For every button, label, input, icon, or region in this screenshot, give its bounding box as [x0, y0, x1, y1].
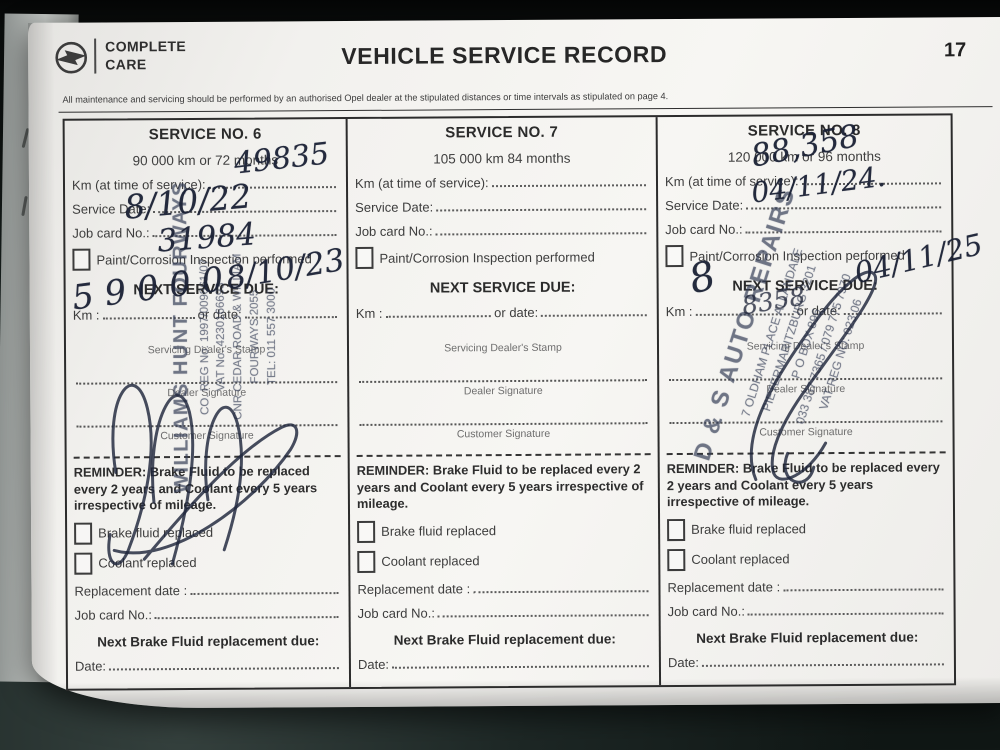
field-label: Km : — [665, 303, 693, 320]
next-brake-heading: Next Brake Fluid replacement due: — [97, 633, 320, 650]
job-card-field: Job card No.: — [75, 606, 342, 623]
checkbox-label: Coolant replaced — [381, 553, 480, 570]
disclaimer-text: All maintenance and servicing should be … — [62, 91, 669, 105]
paint-inspection-row: Paint/Corrosion Inspection performed — [355, 245, 649, 269]
dotted-leader — [783, 588, 944, 592]
dealer-signature-label: Dealer Signature — [463, 384, 543, 398]
paint-inspection-checkbox — [72, 248, 91, 271]
dotted-leader — [435, 232, 647, 236]
paint-inspection-checkbox — [665, 244, 684, 268]
coolant-row: Coolant replaced — [357, 549, 651, 573]
checkbox-label: Brake fluid replaced — [381, 523, 497, 540]
field-label: Date: — [74, 658, 107, 674]
checkbox-label: Paint/Corrosion Inspection performed — [379, 249, 595, 266]
dotted-leader — [541, 314, 647, 317]
field-label: Date: — [667, 654, 700, 670]
customer-signature-line — [359, 422, 648, 426]
coolant-checkbox — [357, 550, 376, 573]
dealer-stamp-label: Servicing Dealer's Stamp — [444, 341, 562, 355]
field-label: or date: — [494, 304, 539, 321]
dotted-leader — [392, 665, 649, 669]
divider-rule — [58, 106, 993, 113]
date-field: Date: — [75, 657, 342, 674]
reminder-divider — [356, 453, 651, 457]
next-brake-heading: Next Brake Fluid replacement due: — [393, 631, 616, 648]
field-label: Job card No.: — [667, 603, 745, 619]
field-label: Job card No.: — [74, 607, 152, 623]
date-field: Date: — [358, 655, 652, 672]
service-record-page: COMPLETE CARE VEHICLE SERVICE RECORD 17 … — [28, 17, 1000, 709]
opel-logo-icon — [55, 41, 88, 74]
date-field: Date: — [668, 653, 947, 670]
job-card-field: Job card No.: — [358, 604, 652, 621]
dotted-leader — [437, 614, 649, 618]
replacement-date-field: Replacement date : — [357, 580, 651, 597]
dotted-leader — [109, 666, 339, 671]
page-title: VEHICLE SERVICE RECORD — [341, 41, 668, 70]
km-or-date-field: Km : or date: — [356, 304, 650, 321]
handwriting-jobcard-service6: 31984 — [156, 216, 258, 260]
service-column-7: SERVICE NO. 7 105 000 km 84 months Km (a… — [347, 117, 662, 688]
service-title: SERVICE NO. 7 — [445, 123, 559, 142]
dotted-leader — [702, 663, 944, 667]
service-interval: 105 000 km 84 months — [433, 150, 571, 167]
job-card-field: Job card No.: — [668, 602, 947, 619]
next-brake-heading: Next Brake Fluid replacement due: — [696, 629, 919, 646]
dotted-leader — [473, 590, 649, 594]
dotted-leader — [154, 615, 339, 620]
field-label: Date: — [357, 656, 390, 672]
dotted-leader — [190, 591, 339, 595]
dotted-leader — [747, 612, 944, 616]
field-label: Job card No.: — [72, 225, 150, 241]
dealer-signature-line — [359, 379, 648, 383]
dotted-leader — [436, 208, 647, 212]
next-service-due-heading: NEXT SERVICE DUE: — [429, 279, 576, 297]
paint-inspection-checkbox — [355, 246, 374, 269]
field-label: Job card No.: — [357, 605, 435, 621]
dotted-leader — [491, 184, 647, 188]
coolant-row: Coolant replaced — [667, 547, 946, 571]
field-label: Job card No.: — [355, 223, 433, 239]
field-label: Service Date: — [355, 199, 434, 215]
km-at-service-field: Km (at time of service): — [355, 174, 649, 191]
next-coolant-heading: Next Coolant replacement due: — [668, 684, 947, 685]
brake-fluid-checkbox — [357, 520, 376, 543]
replacement-date-field: Replacement date : — [667, 578, 946, 595]
next-coolant-heading: Next Coolant replacement due: — [75, 688, 342, 689]
coolant-checkbox — [667, 548, 686, 571]
checkbox-label: Coolant replaced — [691, 551, 790, 568]
job-card-field: Job card No.: — [355, 222, 649, 239]
field-label: Km : — [355, 305, 383, 321]
brake-fluid-row: Brake fluid replaced — [357, 519, 651, 543]
next-coolant-heading: Next Coolant replacement due: — [358, 686, 652, 687]
reminder-text: REMINDER: Brake Fluid to be replaced eve… — [356, 461, 644, 512]
page-number: 17 — [943, 39, 967, 62]
signature-scrawl — [749, 270, 878, 484]
dotted-leader — [385, 315, 492, 318]
signature-scrawl — [107, 384, 299, 566]
field-label: Km (at time of service): — [354, 175, 489, 191]
customer-signature-label: Customer Signature — [456, 427, 551, 441]
field-label: Replacement date : — [357, 581, 471, 597]
service-date-field: Service Date: — [355, 198, 649, 215]
field-label: Replacement date : — [667, 579, 781, 595]
brake-fluid-checkbox — [667, 518, 686, 541]
